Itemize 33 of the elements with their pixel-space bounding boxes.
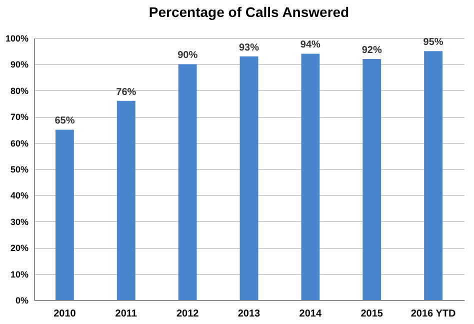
x-tick-label: 2012 — [176, 308, 200, 320]
data-label: 93% — [238, 42, 260, 54]
x-tick-label: 2016 YTD — [410, 308, 456, 320]
x-tick-label: 2013 — [238, 308, 261, 320]
x-tick-label: 2011 — [115, 308, 138, 320]
y-tick-label: 50% — [10, 164, 28, 174]
data-label: 94% — [300, 40, 321, 51]
x-tick-label: 2015 — [360, 308, 384, 320]
bar — [56, 130, 74, 300]
data-label: 95% — [423, 37, 444, 48]
data-label: 90% — [178, 50, 198, 62]
y-tick-label: 10% — [10, 269, 28, 280]
y-tick-label: 40% — [10, 190, 28, 201]
bar — [116, 100, 136, 300]
y-tick-label: 20% — [10, 243, 28, 254]
y-tick-label: 80% — [10, 86, 28, 96]
bar — [424, 51, 442, 300]
bar — [240, 56, 258, 300]
y-tick-label: 60% — [10, 138, 28, 148]
y-tick-label: 0% — [15, 296, 28, 306]
bar — [178, 64, 197, 300]
y-tick-label: 100% — [5, 34, 28, 44]
y-tick-label: 70% — [10, 112, 28, 122]
data-label: 92% — [362, 44, 382, 56]
x-tick-label: 2014 — [299, 308, 322, 320]
bar — [301, 54, 320, 300]
data-label: 65% — [54, 116, 75, 127]
x-tick-label: 2010 — [54, 308, 76, 320]
data-label: 76% — [116, 86, 136, 98]
y-tick-label: 90% — [10, 60, 28, 70]
chart-title: Percentage of Calls Answered — [148, 4, 350, 20]
bar — [362, 58, 382, 300]
y-tick-label: 30% — [10, 216, 28, 227]
